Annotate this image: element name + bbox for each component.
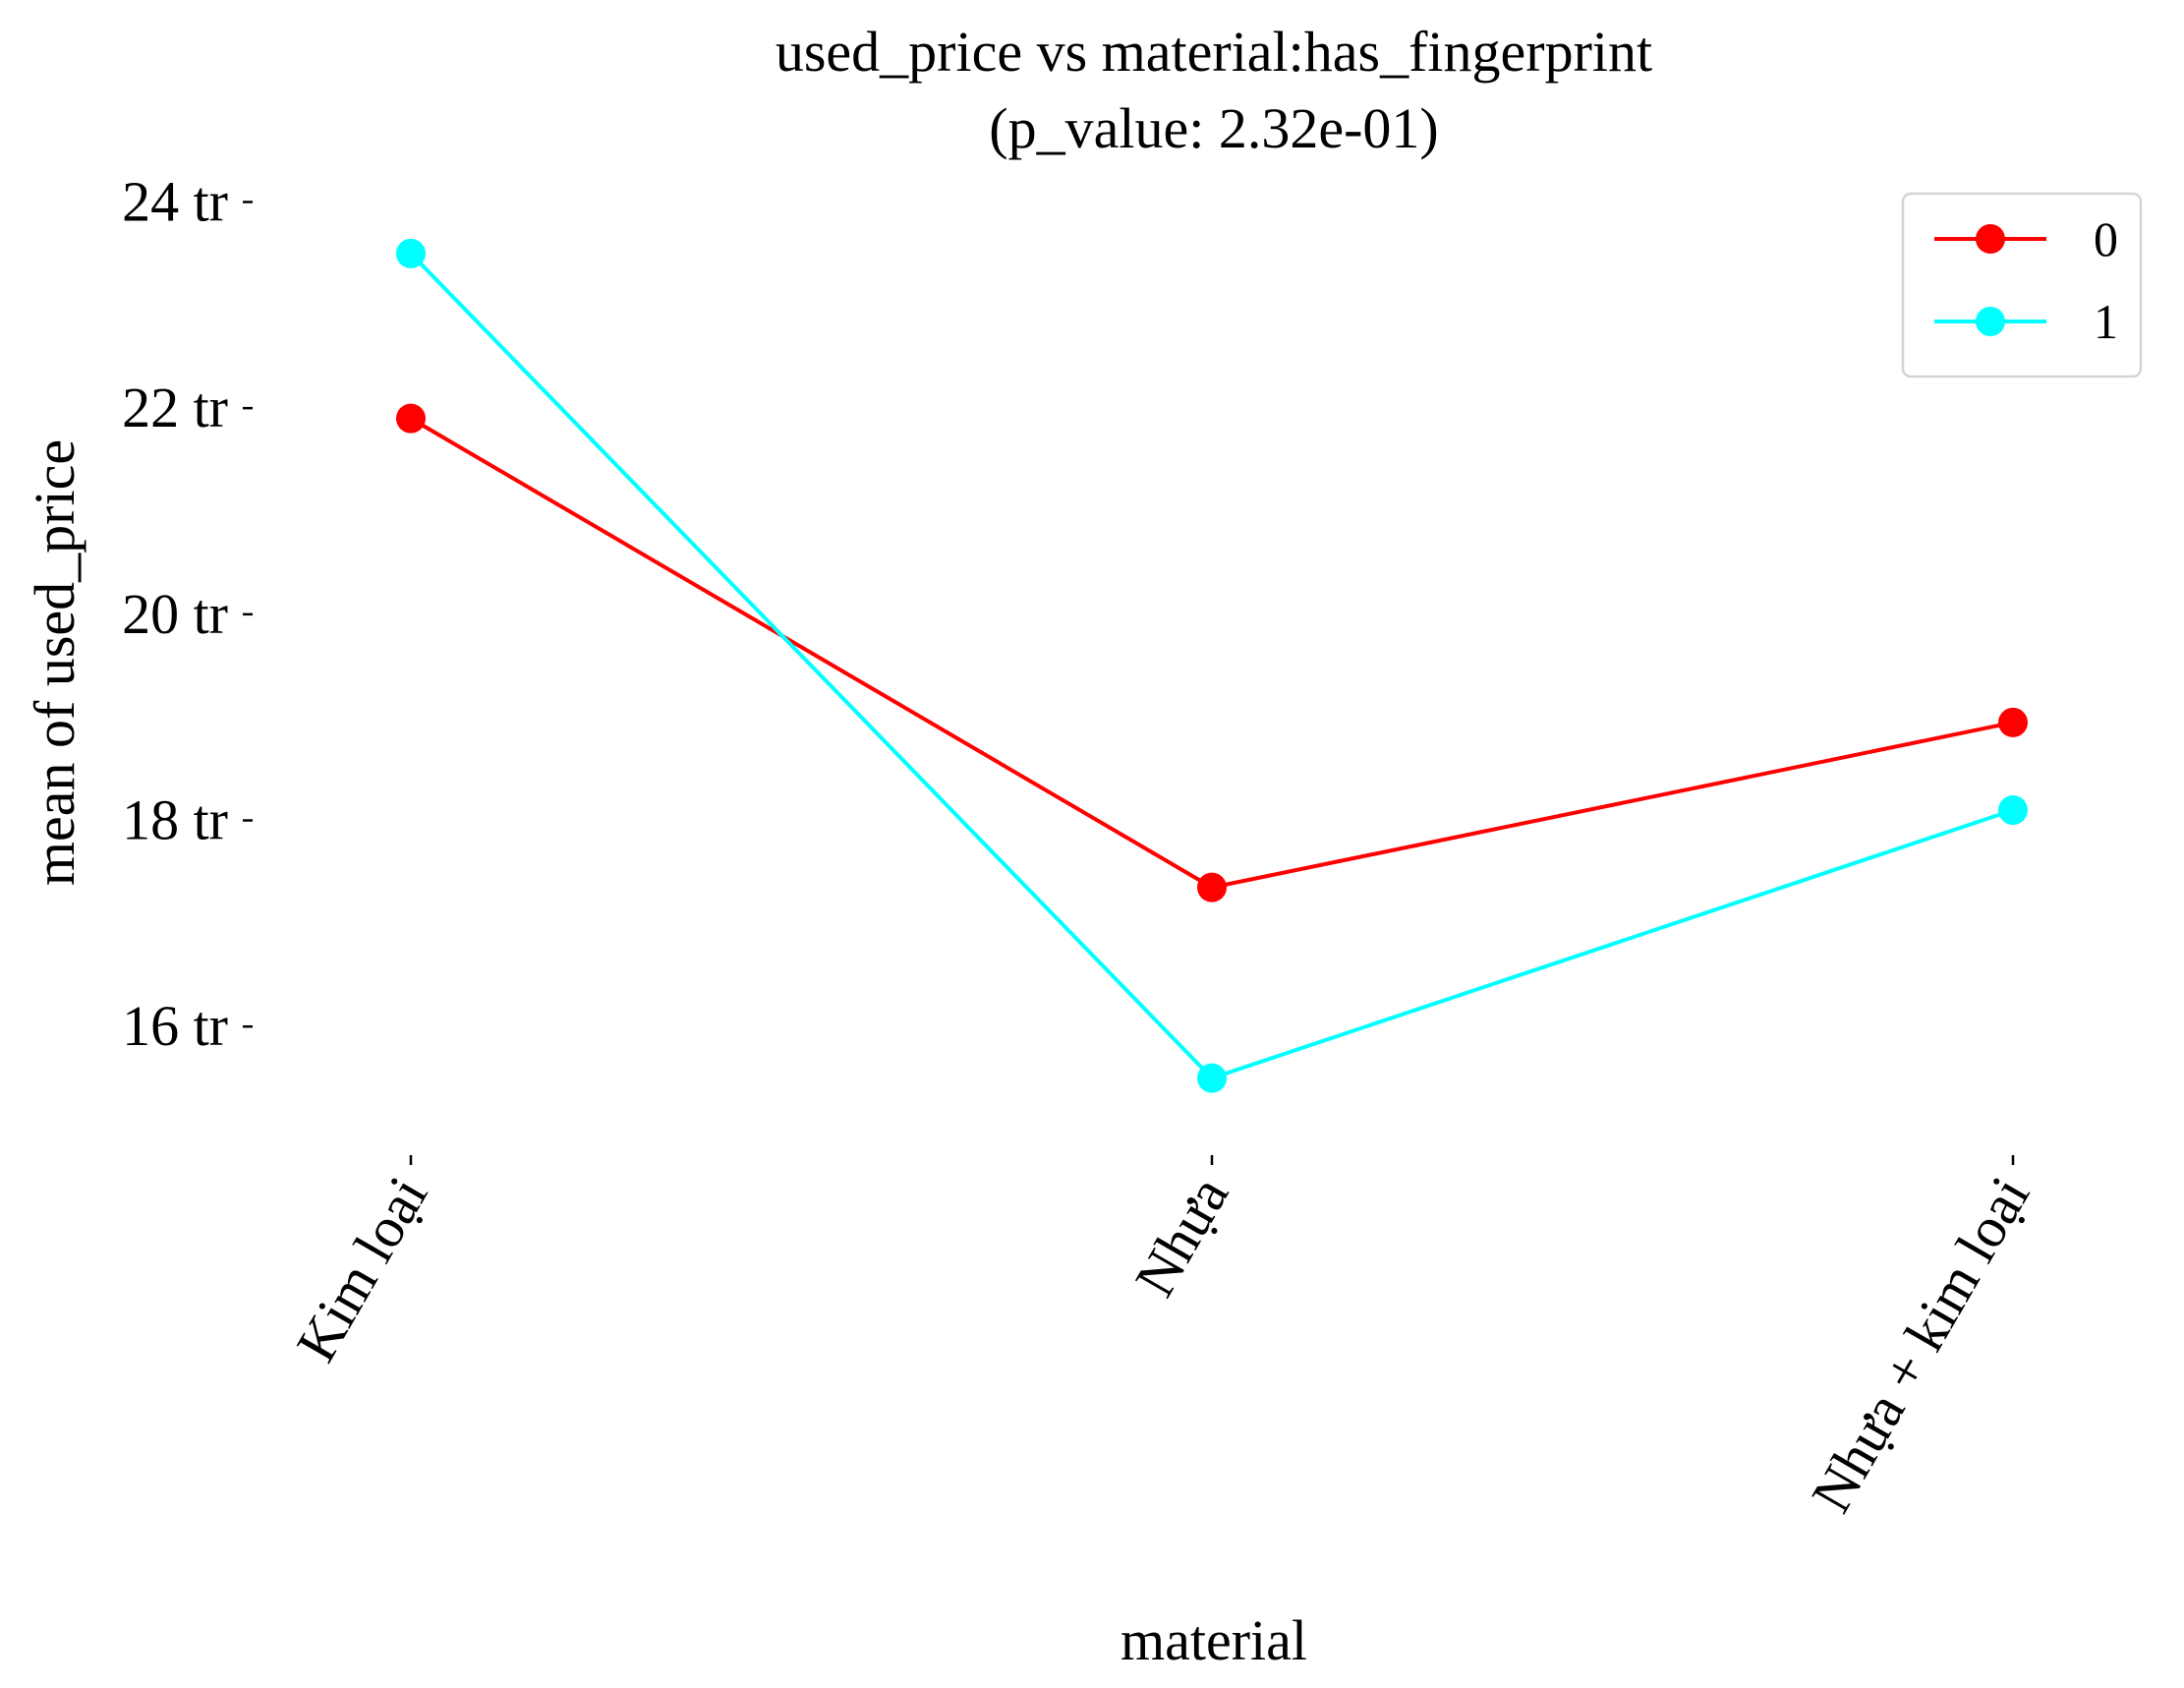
x-tick-label: Nhựa + kim loại (1799, 1166, 2041, 1523)
series-0-line (409, 416, 2014, 890)
y-tick-label: 24 tr (122, 169, 228, 233)
x-axis-label: material (1121, 1608, 1307, 1672)
legend-1-marker (1976, 307, 2005, 336)
series-0-point (1197, 872, 1227, 902)
legend: 01 (1901, 192, 2143, 378)
series-1-point (396, 238, 426, 268)
y-tick-label: 22 tr (122, 376, 228, 439)
series-1-point (1998, 795, 2028, 826)
legend-0-label: 0 (2094, 211, 2118, 266)
chart-title: used_price vs material:has_fingerprint (776, 20, 1652, 84)
y-tick-label: 18 tr (122, 788, 228, 852)
chart-subtitle: (p_value: 2.32e-01) (989, 96, 1438, 160)
y-axis: 16 tr 18 tr 20 tr 22 tr 24 tr (122, 169, 253, 1058)
y-axis-label: mean of used_price (23, 439, 86, 886)
series-layer (396, 238, 2028, 1093)
series-0-point (1998, 707, 2028, 737)
series-0-point (396, 403, 426, 434)
legend-0-marker (1976, 224, 2005, 254)
legend-1-label: 1 (2094, 294, 2118, 349)
x-axis: Kim loại Nhựa Nhựa + kim loại (284, 1155, 2041, 1523)
series-1-point (1197, 1063, 1227, 1093)
x-tick-label: Nhựa (1122, 1166, 1240, 1307)
y-tick-label: 16 tr (122, 994, 228, 1058)
x-tick-label: Kim loại (284, 1166, 440, 1372)
y-tick-label: 20 tr (122, 582, 228, 646)
series-1-line (409, 252, 2014, 1080)
